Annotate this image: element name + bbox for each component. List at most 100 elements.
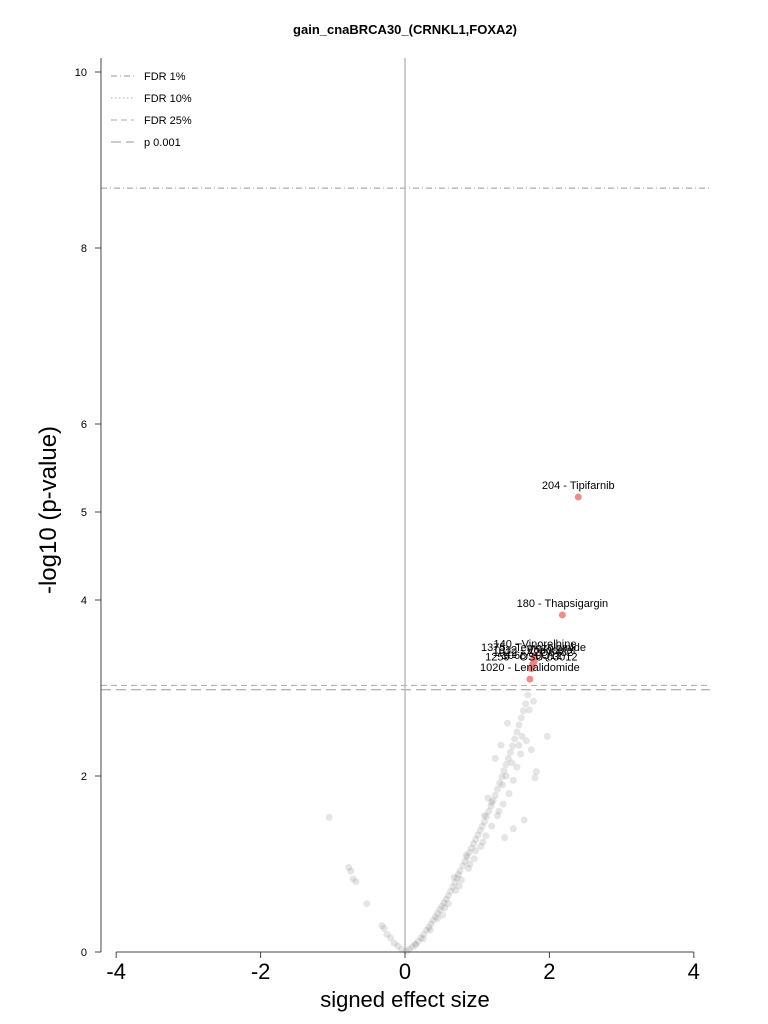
data-point xyxy=(509,742,517,750)
data-point xyxy=(477,842,485,850)
x-tick-label: 0 xyxy=(399,959,411,984)
data-point xyxy=(506,748,514,756)
data-point xyxy=(431,913,439,921)
data-point xyxy=(498,781,506,789)
data-point xyxy=(427,920,435,928)
chart-title: gain_cnaBRCA30_(CRNKL1,FOXA2) xyxy=(293,22,517,37)
data-point xyxy=(517,750,525,758)
data-point xyxy=(509,776,517,784)
data-point xyxy=(452,886,460,894)
legend-label: FDR 25% xyxy=(144,115,192,127)
data-point xyxy=(408,943,416,951)
data-point xyxy=(482,832,490,840)
legend-label: FDR 10% xyxy=(144,93,192,105)
data-point xyxy=(500,767,508,775)
data-point xyxy=(502,772,510,780)
legend-label: FDR 1% xyxy=(144,71,186,83)
data-point xyxy=(525,706,533,714)
y-tick-label: 8 xyxy=(81,243,87,255)
data-point xyxy=(450,873,458,881)
data-point xyxy=(461,857,469,865)
data-point xyxy=(505,790,513,798)
y-tick-label: 0 xyxy=(81,947,87,959)
data-point xyxy=(491,754,499,762)
data-point xyxy=(531,774,539,782)
data-point xyxy=(420,930,428,938)
point-label: 1020 - Lenalidomide xyxy=(480,662,580,674)
highlighted-point xyxy=(558,611,566,619)
x-axis-label: signed effect size xyxy=(320,987,490,1012)
x-tick-label: -4 xyxy=(106,959,126,984)
highlighted-points xyxy=(526,493,582,683)
data-point xyxy=(518,732,526,740)
data-point xyxy=(414,937,422,945)
data-point xyxy=(508,759,516,767)
data-point xyxy=(485,807,493,815)
data-point xyxy=(438,902,446,910)
point-label: 1022 - AZD6482 xyxy=(493,647,573,659)
point-label: 180 - Thapsigargin xyxy=(517,598,609,610)
highlighted-point xyxy=(526,675,534,683)
data-point xyxy=(493,785,501,793)
data-point xyxy=(345,864,353,872)
point-label: 1375 - Temozolomide xyxy=(481,642,586,654)
data-point xyxy=(465,864,473,872)
data-point xyxy=(472,847,480,855)
data-point xyxy=(511,735,519,743)
data-point xyxy=(383,930,391,938)
data-point xyxy=(491,791,499,799)
data-point xyxy=(459,862,467,870)
y-tick-label: 5 xyxy=(81,507,87,519)
data-point xyxy=(495,807,503,815)
data-point xyxy=(497,741,505,749)
y-tick-label: 4 xyxy=(81,595,87,607)
data-point xyxy=(442,895,450,903)
data-point xyxy=(487,802,495,810)
data-point xyxy=(325,813,333,821)
data-point xyxy=(433,909,441,917)
data-point xyxy=(480,812,488,820)
legend-label: p 0.001 xyxy=(144,137,181,149)
data-point xyxy=(484,794,492,802)
data-point xyxy=(489,797,497,805)
data-point xyxy=(502,761,510,769)
x-tick-label: -2 xyxy=(251,959,271,984)
data-point xyxy=(457,876,465,884)
data-point xyxy=(463,853,471,861)
data-point xyxy=(532,768,540,776)
data-point xyxy=(474,831,482,839)
data-point xyxy=(387,934,395,942)
data-point xyxy=(411,940,419,948)
data-point xyxy=(423,926,431,934)
data-point xyxy=(498,773,506,781)
data-point xyxy=(425,923,433,931)
x-tick-label: 4 xyxy=(688,959,700,984)
data-point xyxy=(483,812,491,820)
data-point xyxy=(522,737,530,745)
data-point xyxy=(433,915,441,923)
data-point xyxy=(352,878,360,886)
point-label: 204 - Tipifarnib xyxy=(542,480,615,492)
data-point xyxy=(441,904,449,912)
data-point xyxy=(499,800,507,808)
data-point xyxy=(519,707,527,715)
point-label: 1259 - OSU-03012 xyxy=(485,652,577,664)
data-point xyxy=(467,844,475,852)
point-label: 1012 - Vorinostat xyxy=(493,645,576,657)
data-point xyxy=(466,860,474,868)
data-point xyxy=(446,887,454,895)
data-point xyxy=(479,838,487,846)
data-point xyxy=(436,906,444,914)
point-annotations: 204 - Tipifarnib 180 - Thapsigargin 140 - … xyxy=(480,480,615,674)
highlighted-point xyxy=(574,493,582,501)
data-point xyxy=(488,798,496,806)
y-axis-ticks: 0 2 4 5 6 8 10 xyxy=(75,67,101,959)
data-point xyxy=(501,834,509,842)
data-point xyxy=(527,746,535,754)
data-points xyxy=(325,691,551,955)
data-point xyxy=(394,942,402,950)
data-point xyxy=(476,827,484,835)
data-point xyxy=(504,719,512,727)
data-point xyxy=(488,822,496,830)
